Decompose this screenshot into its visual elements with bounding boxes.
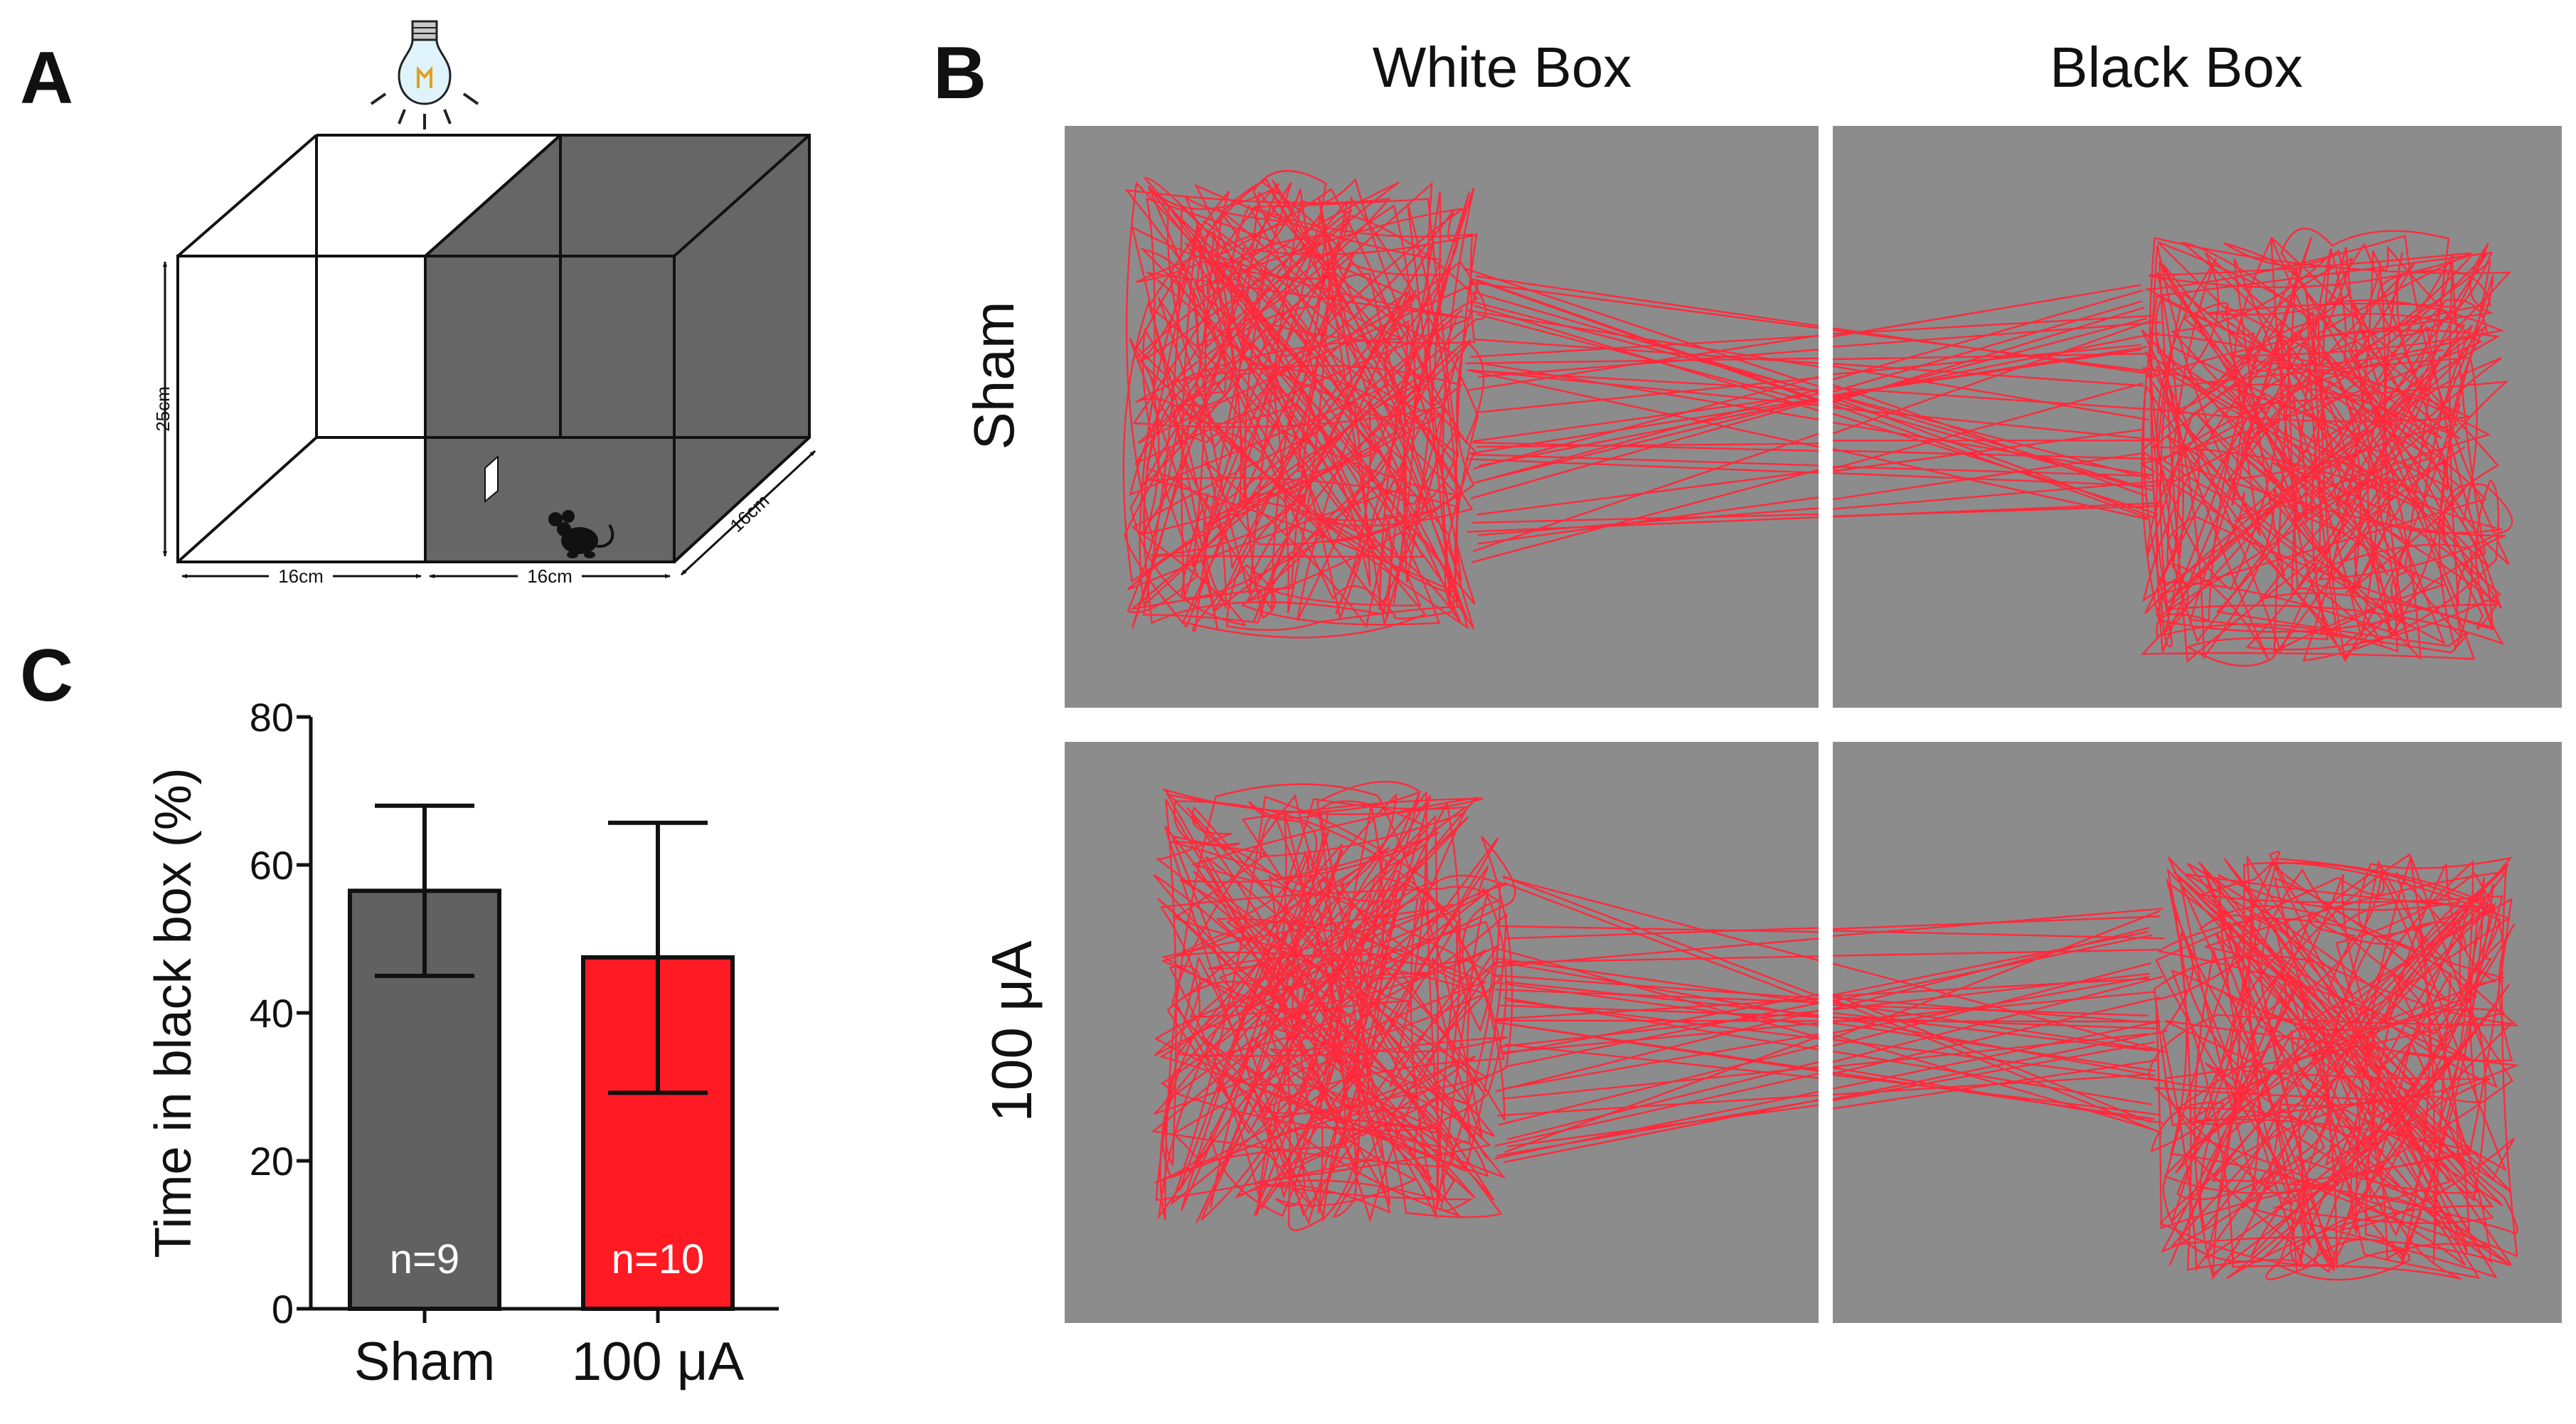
x-tick-label: Sham [354,1332,496,1392]
crossing-trace [1465,267,2162,563]
column-title-white-box: White Box [1373,36,1632,99]
height-dimension-label: 25cm [152,386,174,432]
sample-size-label: n=9 [390,1236,459,1282]
y-axis-label: Time in black box (%) [145,767,202,1258]
bar-chart: 0 20 40 60 80 Time in black box (%) Sham n=9 100… [145,695,779,1392]
white-box-trace [1122,170,1487,639]
width-left-dimension-label: 16cm [278,565,324,587]
panel-b: B White Box Black Box Sham 100 μA [933,32,2562,1323]
y-tick-label: 40 [250,991,294,1036]
panel-c-letter: C [20,634,73,717]
sample-size-label: n=10 [612,1236,705,1282]
door-opening [484,455,499,504]
shuttle-box-diagram [176,134,811,563]
x-tick-label: 100 μA [572,1332,745,1392]
y-tick-label: 80 [250,695,294,740]
y-tick-label: 0 [272,1287,294,1332]
crossing-trace [1494,875,2168,1164]
black-box-trace [2147,851,2520,1281]
black-box-trace [2139,228,2513,667]
row-label-sham: Sham [962,302,1026,450]
column-title-black-box: Black Box [2050,36,2303,99]
light-bulb-icon [370,20,479,129]
y-tick-label: 20 [250,1139,294,1184]
y-tick-label: 60 [250,843,294,888]
white-box-trace [1151,780,1516,1231]
panel-c: C 0 20 40 60 80 Time in black box (%) Sham n=9 1… [20,634,779,1392]
width-right-dimension-label: 16cm [527,565,573,587]
panel-a-letter: A [20,37,73,119]
panel-b-letter: B [933,32,986,115]
panel-a: A [20,20,816,587]
mouse-icon [548,510,614,558]
row-label-100ua: 100 μA [980,940,1043,1122]
trajectory-traces [1122,170,2520,1281]
depth-dimension-line [680,450,816,576]
